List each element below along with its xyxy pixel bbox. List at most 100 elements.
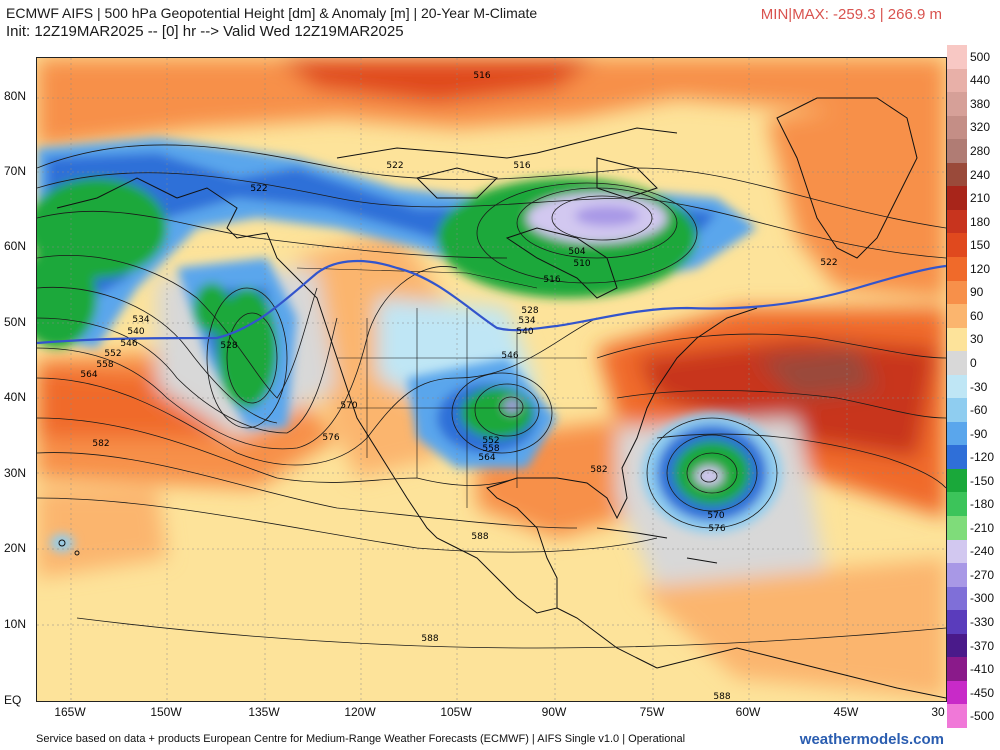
lat-label: 60N (4, 239, 27, 253)
colorbar-segment (947, 633, 967, 658)
brand-link[interactable]: weathermodels.com (799, 731, 944, 748)
colorbar-segment (947, 539, 967, 564)
lat-label: EQ (4, 693, 22, 707)
height-label: 558 (482, 444, 499, 454)
colorbar-label: 60 (970, 308, 984, 323)
height-label: 588 (471, 532, 488, 542)
height-label: 522 (386, 161, 403, 171)
height-label: 582 (92, 439, 109, 449)
lon-label: 105W (440, 705, 472, 719)
colorbar-segment (947, 586, 967, 611)
height-label: 534 (132, 315, 149, 325)
colorbar-label: -240 (970, 544, 995, 559)
height-label: 534 (518, 316, 535, 326)
colorbar-label: 240 (970, 167, 991, 182)
colorbar-label: 150 (970, 238, 991, 253)
colorbar-segment (947, 256, 967, 281)
lat-label: 40N (4, 390, 27, 404)
colorbar-segment (947, 657, 967, 682)
colorbar-segment (947, 162, 967, 187)
colorbar-segment (947, 233, 967, 258)
colorbar-label: -210 (970, 520, 995, 535)
colorbar-label: 280 (970, 143, 991, 158)
colorbar-label: -150 (970, 473, 995, 488)
colorbar-segment (947, 209, 967, 234)
footer-source: Service based on data + products Europea… (36, 733, 686, 745)
map-panel[interactable]: 516 522 516 522 504 510 516 528 534 540 … (36, 57, 947, 702)
colorbar-segment (947, 304, 967, 329)
lat-label: 50N (4, 315, 27, 329)
colorbar-segment (947, 421, 967, 446)
height-label: 570 (340, 401, 357, 411)
height-label: 576 (708, 524, 725, 534)
height-label: 528 (521, 306, 538, 316)
colorbar-label: -300 (970, 591, 995, 606)
coastlines (56, 97, 946, 699)
colorbar-label: 90 (970, 285, 984, 300)
map-subtitle: Init: 12Z19MAR2025 -- [0] hr --> Valid W… (6, 23, 404, 40)
height-label: 510 (573, 259, 590, 269)
colorbar-segment (947, 563, 967, 588)
anomaly-field (37, 58, 946, 701)
colorbar-segment (947, 351, 967, 376)
lat-label: 80N (4, 89, 27, 103)
colorbar-segment (947, 398, 967, 423)
lon-label: 150W (150, 705, 182, 719)
colorbar-segment (947, 68, 967, 93)
lat-label: 20N (4, 541, 27, 555)
colorbar-segment (947, 704, 967, 729)
height-label: 522 (820, 258, 837, 268)
height-labels: 516 522 516 522 504 510 516 528 534 540 … (80, 71, 837, 701)
colorbar-label: -450 (970, 685, 995, 700)
map-canvas: 516 522 516 522 504 510 516 528 534 540 … (37, 58, 946, 701)
colorbar-segment (947, 186, 967, 211)
reference-contour (37, 260, 946, 345)
colorbar-label: -410 (970, 662, 995, 677)
colorbar-label: 120 (970, 261, 991, 276)
height-label: 546 (501, 351, 518, 361)
colorbar-segment (947, 492, 967, 517)
colorbar-segment (947, 115, 967, 140)
colorbar-label: 0 (970, 355, 977, 370)
lon-label: 90W (541, 705, 567, 719)
colorbar-segment (947, 445, 967, 470)
lon-label: 30 (931, 705, 945, 719)
colorbar-segment (947, 280, 967, 305)
lon-label: 165W (54, 705, 86, 719)
height-label: 504 (568, 247, 585, 257)
height-label: 546 (120, 339, 137, 349)
colorbar-label: -270 (970, 567, 995, 582)
height-label: 522 (250, 184, 267, 194)
height-label: 582 (590, 465, 607, 475)
colorbar-label: -500 (970, 709, 995, 724)
height-label: 588 (421, 634, 438, 644)
colorbar-segment (947, 45, 967, 70)
colorbar-label: -180 (970, 497, 995, 512)
colorbar-segment (947, 374, 967, 399)
colorbar-segment (947, 327, 967, 352)
lat-label: 10N (4, 617, 27, 631)
height-label: 588 (713, 692, 730, 701)
height-label: 570 (707, 511, 724, 521)
colorbar-label: -90 (970, 426, 988, 441)
lon-label: 135W (248, 705, 280, 719)
lon-label: 45W (833, 705, 859, 719)
colorbar-segment (947, 516, 967, 541)
lat-label: 70N (4, 164, 27, 178)
lon-label: 60W (735, 705, 761, 719)
height-label: 564 (80, 370, 97, 380)
colorbar-label: -60 (970, 403, 988, 418)
map-title: ECMWF AIFS | 500 hPa Geopotential Height… (6, 5, 538, 21)
graticule (37, 58, 946, 701)
colorbar-label: 500 (970, 49, 991, 64)
lat-label: 30N (4, 466, 27, 480)
height-label: 516 (513, 161, 530, 171)
colorbar (947, 45, 967, 729)
lon-label: 75W (639, 705, 665, 719)
colorbar-label: 210 (970, 191, 991, 206)
colorbar-label: 380 (970, 96, 991, 111)
colorbar-label: -30 (970, 379, 988, 394)
colorbar-segment (947, 139, 967, 164)
height-label: 528 (220, 341, 237, 351)
minmax-readout: MIN|MAX: -259.3 | 266.9 m (760, 6, 942, 23)
